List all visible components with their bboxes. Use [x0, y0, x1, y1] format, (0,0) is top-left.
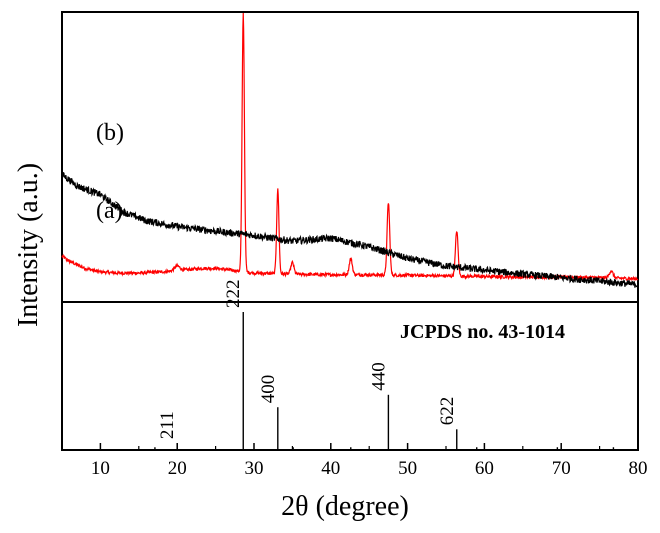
reflection-label-440: 440 — [368, 362, 389, 391]
reflection-label-622: 622 — [437, 397, 458, 426]
x-tick-label-80: 80 — [629, 458, 648, 479]
x-tick-label-60: 60 — [475, 458, 494, 479]
trace-label-b: (b) — [96, 120, 124, 146]
x-tick-label-70: 70 — [552, 458, 571, 479]
x-tick-label-20: 20 — [168, 458, 187, 479]
reflection-label-211: 211 — [157, 411, 178, 439]
reflection-label-222: 222 — [223, 280, 244, 309]
trace-label-a: (a) — [96, 198, 123, 224]
x-axis-ticks: 10 20 30 40 50 60 70 80 — [61, 443, 648, 479]
series-line-a — [61, 171, 639, 288]
reference-plot-frame — [61, 301, 639, 451]
x-tick-label-40: 40 — [321, 458, 340, 479]
series-layer — [61, 12, 639, 288]
reference-layer: 211 222 400 440 622 — [154, 280, 615, 450]
reflection-label-400: 400 — [258, 375, 279, 404]
x-tick-label-10: 10 — [91, 458, 110, 479]
x-tick-label-30: 30 — [245, 458, 264, 479]
y-axis-title: Intensity (a.u.) — [13, 163, 44, 327]
x-tick-label-50: 50 — [398, 458, 417, 479]
reference-title: JCPDS no. 43-1014 — [400, 321, 565, 343]
x-axis-title: 2θ (degree) — [281, 491, 409, 522]
